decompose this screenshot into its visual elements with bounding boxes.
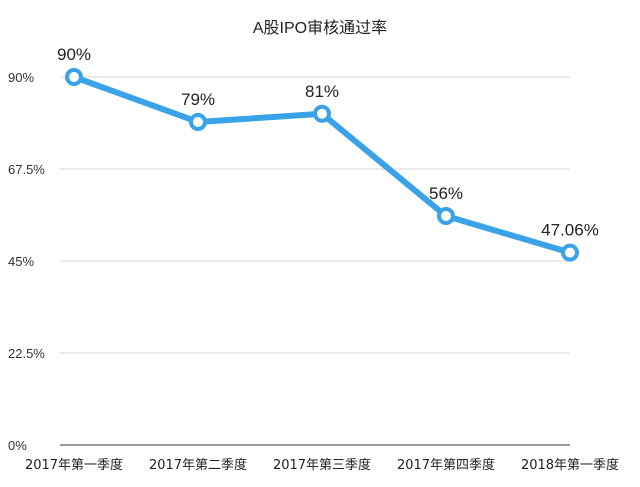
series-line-layer <box>71 74 573 256</box>
data-label: 81% <box>305 82 339 101</box>
data-point <box>561 243 579 262</box>
data-point <box>313 104 331 123</box>
x-tick-label: 2017年第二季度 <box>149 457 247 473</box>
y-tick-label: 45% <box>8 254 34 269</box>
gridlines <box>60 76 570 354</box>
data-point <box>189 112 207 131</box>
data-label: 90% <box>57 45 91 64</box>
x-tick-label: 2018年第一季度 <box>521 457 619 473</box>
x-tick-label: 2017年第一季度 <box>25 457 123 473</box>
x-tick-label: 2017年第四季度 <box>397 457 495 473</box>
x-axis: 2017年第一季度 2017年第二季度 2017年第三季度 2017年第四季度 2018… <box>25 444 619 473</box>
data-label: 56% <box>429 184 463 203</box>
data-label: 47.06% <box>541 221 599 240</box>
y-tick-label: 90% <box>8 70 34 85</box>
chart-title: A股IPO审核通过率 <box>252 20 388 37</box>
data-point <box>65 68 83 86</box>
x-tick-label: 2017年第三季度 <box>273 457 371 473</box>
y-tick-label: 22.5% <box>8 346 45 361</box>
data-label: 79% <box>181 90 215 109</box>
data-point <box>437 207 455 226</box>
y-tick-label: 0% <box>8 438 27 453</box>
series-line <box>71 74 573 256</box>
y-tick-label: 67.5% <box>8 162 45 177</box>
data-points <box>65 68 579 262</box>
data-labels: 90% 79% 81% 56% 47.06% <box>57 45 599 240</box>
y-axis-tick-labels: 0% 22.5% 45% 67.5% 90% <box>8 70 45 453</box>
